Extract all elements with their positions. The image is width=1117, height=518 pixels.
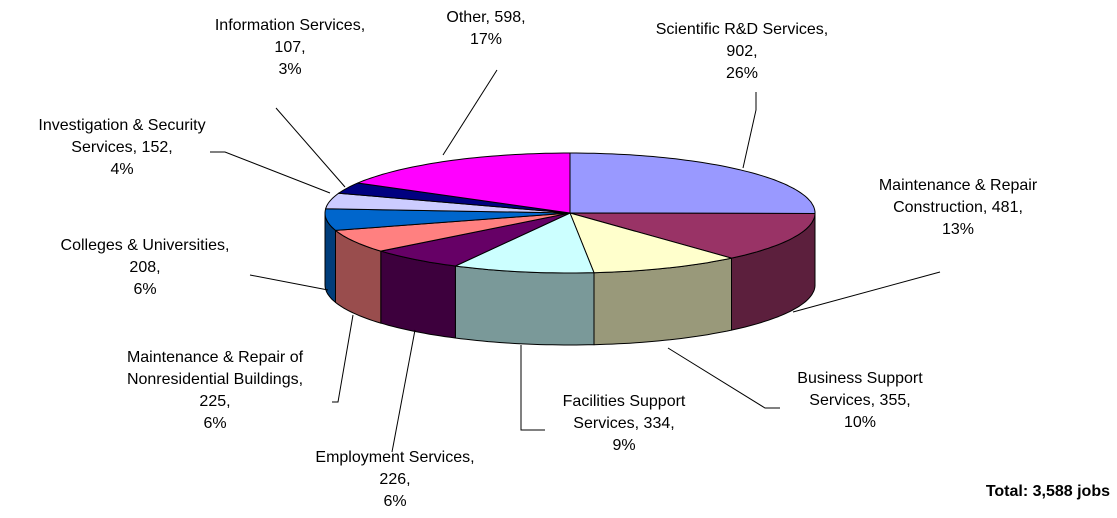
pie-tops xyxy=(324,152,816,274)
slice xyxy=(338,182,571,214)
data-label-line: 17% xyxy=(470,31,502,48)
data-label-line: Employment Services, xyxy=(315,449,474,466)
leader-line xyxy=(742,92,757,169)
data-label-line: Maintenance & Repair xyxy=(879,177,1038,194)
slice xyxy=(569,152,816,214)
data-label-line: 225, xyxy=(199,393,230,410)
slice xyxy=(454,212,595,274)
data-label-line: 10% xyxy=(844,414,876,431)
slice xyxy=(357,152,571,214)
data-label-line: Business Support xyxy=(797,370,923,387)
leader-line xyxy=(792,271,941,313)
leader-line xyxy=(391,329,416,453)
data-label-line: 902, xyxy=(726,43,757,60)
data-label: Colleges & Universities, 208, 6% xyxy=(61,237,230,298)
data-label-line: Construction, 481, xyxy=(893,199,1023,216)
slice xyxy=(380,212,571,267)
data-label-line: 208, xyxy=(129,259,160,276)
data-label-line: Scientific R&D Services, xyxy=(656,21,829,38)
data-label-line: 9% xyxy=(612,437,635,454)
data-label-line: Information Services, xyxy=(215,17,365,34)
leader-line xyxy=(520,345,545,431)
data-label-line: Nonresidential Buildings, xyxy=(127,371,303,388)
total-annotation: Total: 3,588 jobs xyxy=(986,483,1110,500)
pie-sides xyxy=(324,212,816,346)
data-label-line: 26% xyxy=(726,65,758,82)
data-label-line: Colleges & Universities, xyxy=(61,237,230,254)
data-label-line: Services, 334, xyxy=(573,415,674,432)
data-label-line: 6% xyxy=(203,415,226,432)
leader-line xyxy=(332,314,354,403)
leader-line xyxy=(667,347,780,409)
data-label-line: Investigation & Security xyxy=(38,117,205,134)
leader-line xyxy=(275,107,346,188)
data-label: Employment Services, 226, 6% xyxy=(315,449,474,510)
data-label-line: Services, 355, xyxy=(809,392,910,409)
data-label: Maintenance & Repair of Nonresidential Bu… xyxy=(127,349,304,432)
data-label-line: Other, 598, xyxy=(446,9,525,26)
data-label: Scientific R&D Services, 902, 26% xyxy=(656,21,829,82)
data-label-line: 107, xyxy=(274,39,305,56)
data-label-line: 6% xyxy=(383,493,406,510)
slice xyxy=(335,212,571,252)
data-label-line: 4% xyxy=(110,161,133,178)
data-label-line: Maintenance & Repair of xyxy=(127,349,304,366)
data-label: Business Support Services, 355, 10% xyxy=(797,370,923,431)
data-label-line: 226, xyxy=(379,471,410,488)
leader-line xyxy=(210,151,331,194)
data-label-line: Facilities Support xyxy=(563,393,686,410)
slice xyxy=(324,208,571,231)
leader-line xyxy=(442,69,498,156)
slice xyxy=(569,212,816,259)
data-label: Investigation & Security Services, 152, 4% xyxy=(38,117,205,178)
leader-line xyxy=(249,274,329,291)
data-label-line: 3% xyxy=(278,61,301,78)
data-label: Information Services, 107, 3% xyxy=(215,17,365,78)
data-label-line: 13% xyxy=(942,221,974,238)
data-label: Facilities Support Services, 334, 9% xyxy=(563,393,686,454)
slice xyxy=(569,212,732,274)
data-label: Other, 598, 17% xyxy=(446,9,525,48)
data-label: Maintenance & Repair Construction, 481, 13… xyxy=(879,177,1038,238)
data-label-line: 6% xyxy=(133,281,156,298)
pie xyxy=(324,152,816,346)
slice-side xyxy=(454,265,595,346)
data-label-line: Services, 152, xyxy=(71,139,172,156)
